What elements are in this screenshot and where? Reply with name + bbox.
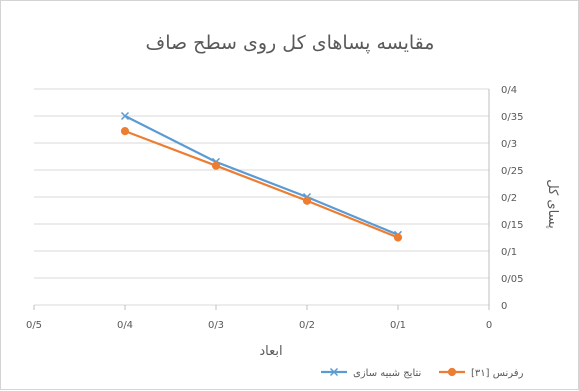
x-tick-label: 0/3 bbox=[208, 320, 224, 331]
x-tick-label: 0 bbox=[486, 320, 492, 331]
axes: 0 0/05 0/1 0/15 0/2 0/25 0/3 0/35 0/4 0 0/1 0/2 0/3 0… bbox=[26, 85, 524, 331]
y-tick-label: 0/3 bbox=[501, 139, 517, 150]
legend-swatch-marker bbox=[329, 367, 339, 377]
series-2-line bbox=[124, 130, 399, 239]
x-tick-label: 0/1 bbox=[390, 320, 406, 331]
legend: نتایج شبیه سازی رفرنس [۳۱] bbox=[321, 367, 524, 379]
chart-title: مقایسه پساهای کل روی سطح صاف bbox=[146, 32, 435, 54]
legend-item: نتایج شبیه سازی bbox=[321, 367, 421, 379]
y-tick-label: 0/05 bbox=[501, 274, 523, 285]
x-tick-label: 0/5 bbox=[26, 320, 42, 331]
legend-item: رفرنس [۳۱] bbox=[439, 367, 524, 379]
x-tick-label: 0/4 bbox=[117, 320, 133, 331]
series-2-marker bbox=[393, 233, 403, 242]
legend-label: رفرنس [۳۱] bbox=[471, 368, 524, 379]
y-tick-label: 0/4 bbox=[501, 85, 517, 96]
y-tick-label: 0/1 bbox=[501, 247, 517, 258]
y-tick-label: 0/2 bbox=[501, 193, 517, 204]
series-2-marker bbox=[302, 196, 312, 205]
y-tick-label: 0/35 bbox=[501, 112, 523, 123]
legend-swatch-marker bbox=[447, 367, 457, 377]
series-1-line bbox=[124, 115, 399, 236]
series-1-marker-stroke bbox=[120, 111, 130, 121]
x-tick-label: 0/2 bbox=[299, 320, 315, 331]
legend-swatch-marker-stroke bbox=[329, 367, 339, 377]
y-tick-label: 0 bbox=[501, 301, 507, 312]
y-tick-label: 0/15 bbox=[501, 220, 523, 231]
series-2-marker bbox=[120, 127, 130, 136]
series-lines bbox=[120, 111, 403, 242]
y-tick-label: 0/25 bbox=[501, 166, 523, 177]
legend-label: نتایج شبیه سازی bbox=[353, 368, 421, 379]
series-1-marker bbox=[120, 111, 130, 121]
series-2-marker bbox=[211, 161, 221, 170]
gridlines bbox=[34, 88, 489, 306]
x-axis-title: ابعاد bbox=[259, 344, 282, 359]
y-axis-title: پسای کل bbox=[545, 179, 560, 229]
